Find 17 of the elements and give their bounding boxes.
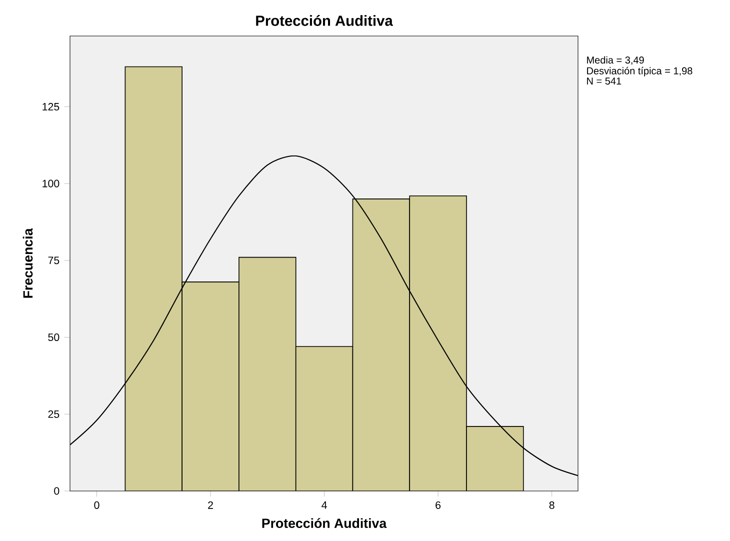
x-tick-label: 4 (322, 501, 327, 509)
x-tick-label: 6 (436, 501, 441, 509)
x-tick-label: 0 (94, 501, 100, 509)
text: N = 541 (587, 78, 622, 85)
y-axis-title: Frecuencia (22, 228, 33, 298)
y-tick-label: 100 (42, 180, 60, 188)
y-tick-label: 25 (48, 410, 60, 418)
y-tick-label: 50 (48, 334, 60, 342)
x-axis-title: Protección Auditiva (262, 518, 387, 528)
text: Desviación típica = 1,98 (587, 66, 692, 76)
text: Media = 3,49 (587, 56, 644, 65)
y-tick-label: 0 (54, 487, 60, 495)
y-tick-label: 125 (42, 102, 60, 110)
x-tick-label: 2 (208, 501, 213, 509)
y-tick-label: 75 (48, 256, 60, 264)
x-tick-label: 8 (549, 501, 554, 509)
chart-title: Protección Auditiva (256, 15, 393, 26)
